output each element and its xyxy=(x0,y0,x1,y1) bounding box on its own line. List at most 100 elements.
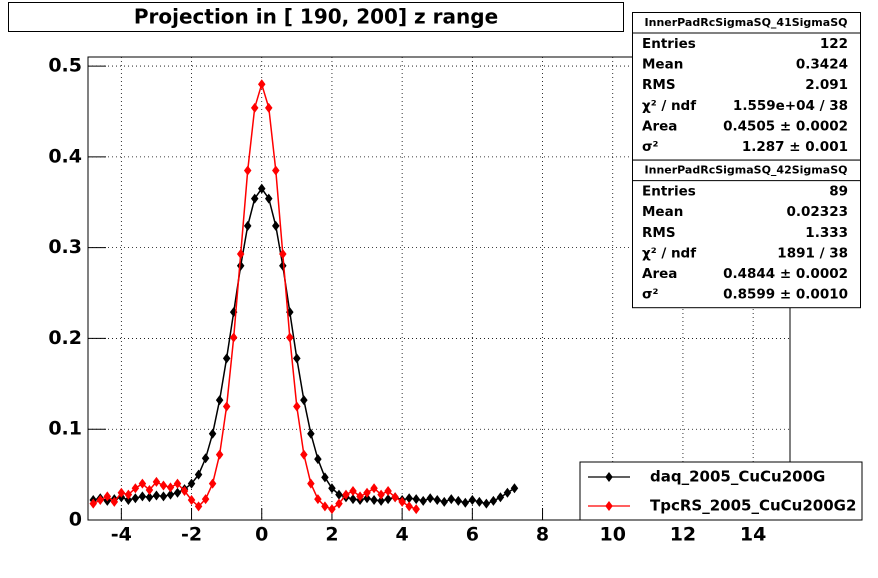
data-point xyxy=(286,332,294,343)
data-point xyxy=(145,485,154,496)
stats-value: 0.3424 xyxy=(796,57,848,73)
data-point xyxy=(201,494,210,505)
stats-label: Area xyxy=(642,266,677,282)
data-point xyxy=(412,494,420,505)
data-point xyxy=(138,478,147,489)
data-point xyxy=(194,469,203,480)
stats-label: Entries xyxy=(642,184,696,200)
x-tick-label: 8 xyxy=(536,524,549,546)
data-point xyxy=(321,472,329,483)
data-point xyxy=(321,501,329,512)
stats-value: 1.287 ± 0.001 xyxy=(742,139,848,155)
data-point xyxy=(475,496,484,507)
data-point xyxy=(159,491,168,502)
y-tick-label: 0.5 xyxy=(48,55,82,77)
stats-value: 0.4844 ± 0.0002 xyxy=(723,266,848,282)
data-point xyxy=(356,491,364,502)
stats-value: 1.559e+04 / 38 xyxy=(733,98,848,114)
stats-label: RMS xyxy=(642,77,676,93)
stats-label: Area xyxy=(642,118,677,134)
data-point xyxy=(328,483,336,494)
data-point xyxy=(173,478,182,489)
data-point xyxy=(468,495,477,506)
chart-title: Projection in [ 190, 200] z range xyxy=(134,5,498,29)
data-point xyxy=(243,165,252,176)
stats-value: 0.4505 ± 0.0002 xyxy=(723,118,848,134)
data-point xyxy=(426,493,434,504)
data-point xyxy=(208,428,217,439)
data-point xyxy=(398,496,406,507)
data-point xyxy=(300,395,308,406)
data-point xyxy=(377,489,385,500)
data-point xyxy=(279,249,287,260)
title-box xyxy=(8,2,624,32)
data-point xyxy=(236,249,245,260)
x-tick-label: 14 xyxy=(740,524,766,546)
data-point xyxy=(447,494,456,505)
data-point xyxy=(440,496,449,507)
data-point xyxy=(496,492,505,503)
data-point xyxy=(314,454,322,465)
data-point xyxy=(222,353,231,364)
data-point xyxy=(412,504,420,515)
data-point xyxy=(307,428,315,439)
data-point xyxy=(510,483,519,494)
data-point xyxy=(370,483,378,494)
data-point xyxy=(272,220,280,231)
data-point xyxy=(405,501,413,512)
data-point xyxy=(159,480,168,491)
data-point xyxy=(293,353,301,364)
data-point xyxy=(489,495,498,506)
data-point xyxy=(152,476,161,487)
stats-label: χ² / ndf xyxy=(642,98,696,114)
data-point xyxy=(265,102,273,113)
data-point xyxy=(461,497,470,508)
data-point xyxy=(257,183,266,194)
data-point xyxy=(208,478,217,489)
stats-label: σ² xyxy=(642,287,659,303)
data-point xyxy=(152,490,161,501)
stats-value: 122 xyxy=(820,36,848,52)
data-point xyxy=(335,498,343,509)
data-point xyxy=(363,493,371,504)
data-point xyxy=(349,485,357,496)
stats-value: 0.02323 xyxy=(787,204,849,220)
data-point xyxy=(370,495,378,506)
data-point xyxy=(215,395,224,406)
data-point xyxy=(384,494,392,505)
data-point xyxy=(384,485,392,496)
data-point xyxy=(166,482,175,493)
data-point xyxy=(124,495,133,506)
x-tick-label: 4 xyxy=(396,524,409,546)
data-point xyxy=(257,79,266,90)
y-tick-label: 0.1 xyxy=(48,418,82,440)
stats-value: 89 xyxy=(829,184,848,200)
data-point xyxy=(194,501,203,512)
legend-label: TpcRS_2005_CuCu200G2 xyxy=(650,497,856,515)
x-tick-label: 2 xyxy=(325,524,338,546)
data-point xyxy=(110,496,119,507)
stats-value: 1891 / 38 xyxy=(777,245,848,261)
stats-label: Mean xyxy=(642,57,683,73)
x-tick-label: 6 xyxy=(466,524,479,546)
data-point xyxy=(89,498,98,509)
data-point xyxy=(145,492,154,503)
y-tick-label: 0 xyxy=(69,509,82,531)
stats-box xyxy=(632,12,861,161)
data-point xyxy=(314,494,322,505)
x-tick-label: 10 xyxy=(600,524,626,546)
data-point xyxy=(342,489,350,500)
data-point xyxy=(117,487,126,498)
data-point xyxy=(187,478,196,489)
data-point xyxy=(243,220,252,231)
data-point xyxy=(187,495,196,506)
data-point xyxy=(201,453,210,464)
stats-label: Mean xyxy=(642,204,683,220)
stats-label: χ² / ndf xyxy=(642,245,696,261)
legend-marker xyxy=(605,501,613,511)
data-point xyxy=(405,493,413,504)
data-point xyxy=(131,493,140,504)
legend-box xyxy=(579,461,863,521)
y-tick-label: 0.4 xyxy=(48,145,82,167)
